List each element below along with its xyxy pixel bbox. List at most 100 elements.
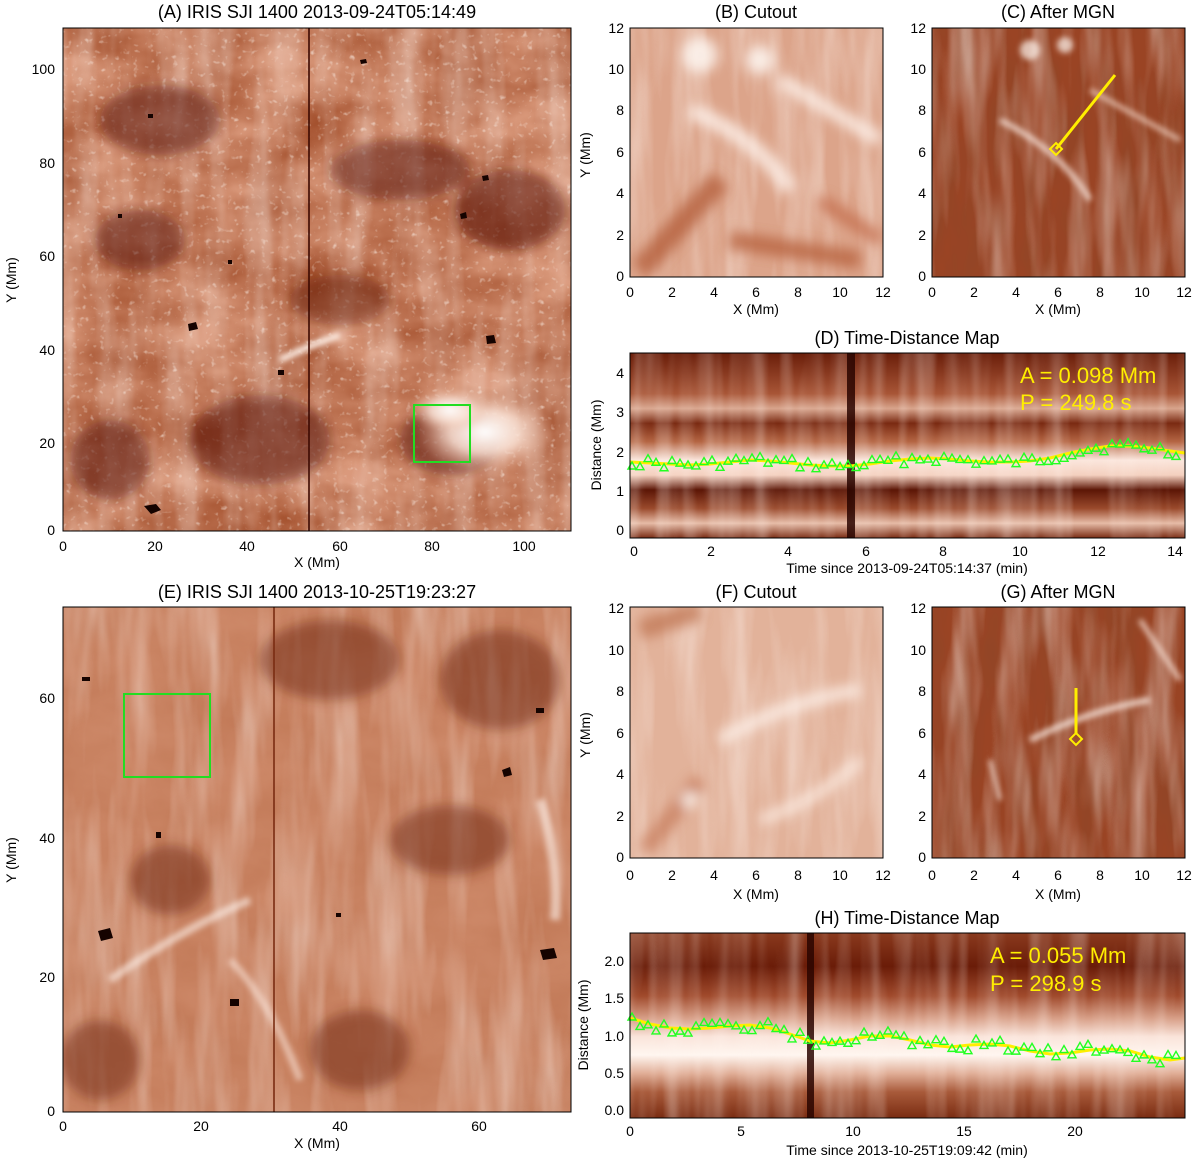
panel-g-xtick: 10 (1134, 867, 1150, 883)
data-marker (770, 454, 782, 464)
panel-b-ytick: 6 (616, 144, 624, 160)
data-marker (986, 455, 998, 465)
data-marker (970, 1033, 982, 1043)
panel-e-ytick: 60 (39, 690, 55, 706)
panel-h-ytick: 0.0 (605, 1102, 625, 1118)
panel-g-image (932, 607, 1185, 858)
data-marker (658, 1018, 670, 1028)
data-marker (1018, 1041, 1030, 1051)
panel-a-ytick: 60 (39, 248, 55, 264)
panel-c-ytick: 8 (918, 102, 926, 118)
panel-c-xtick: 6 (1054, 284, 1062, 300)
data-marker (690, 460, 702, 470)
panel-e-yticks: 0 20 40 60 (39, 690, 55, 1119)
panel-d: (D) Time-Distance Map A = 0.098 Mm P = 2… (588, 328, 1186, 576)
panel-b-ytick: 4 (616, 185, 624, 201)
data-marker (946, 1042, 958, 1053)
panel-f-ytick: 12 (608, 600, 624, 616)
data-marker (1042, 1042, 1054, 1052)
data-marker (1130, 439, 1142, 449)
data-marker (1082, 444, 1094, 455)
panel-d-period: P = 249.8 s (1020, 390, 1132, 415)
data-marker (842, 1037, 854, 1047)
data-marker (1058, 452, 1070, 462)
data-marker (1082, 1038, 1094, 1049)
data-marker (850, 1035, 862, 1045)
panel-c-xtick: 12 (1176, 284, 1192, 300)
data-marker (994, 453, 1006, 463)
data-marker (1090, 1046, 1102, 1056)
panel-b-xtick: 10 (832, 284, 848, 300)
data-marker (1098, 446, 1110, 456)
panel-h-yticks: 0.0 0.5 1.0 1.5 2.0 (605, 953, 625, 1118)
data-marker (1010, 1045, 1022, 1055)
data-marker (674, 457, 686, 467)
data-marker (1002, 1045, 1014, 1055)
data-marker (826, 1036, 838, 1047)
data-marker (666, 455, 678, 465)
data-marker (978, 1040, 990, 1050)
data-marker (786, 453, 798, 463)
data-marker (778, 454, 790, 465)
data-marker (1010, 458, 1022, 468)
panel-g-frame (931, 606, 1186, 859)
data-marker (642, 453, 654, 463)
panel-e-ylabel: Y (Mm) (3, 837, 19, 883)
panel-h-ylabel: Distance (Mm) (575, 979, 591, 1070)
data-marker (1050, 455, 1062, 465)
panel-e-xticks: 0 20 40 60 (59, 1118, 487, 1134)
panel-d-ylabel: Distance (Mm) (588, 399, 604, 490)
panel-d-xtick: 10 (1012, 543, 1028, 559)
panel-f-xticks: 0 2 4 6 8 10 12 (626, 867, 891, 883)
panel-h-xtick: 20 (1067, 1123, 1083, 1139)
data-marker (1066, 450, 1078, 460)
panel-g-xlabel: X (Mm) (1035, 886, 1081, 902)
data-marker (1154, 441, 1166, 451)
panel-g: (G) After MGN 0 2 4 6 8 10 12 0 2 4 (910, 582, 1192, 902)
panel-c-ytick: 2 (918, 227, 926, 243)
data-marker (802, 1034, 814, 1044)
panel-c-ytick: 12 (910, 20, 926, 36)
panel-g-ytick: 4 (918, 766, 926, 782)
data-marker (914, 1035, 926, 1045)
panel-c-xlabel: X (Mm) (1035, 301, 1081, 317)
panel-g-ytick: 8 (918, 683, 926, 699)
data-marker (786, 1033, 798, 1043)
panel-a-xlabel: X (Mm) (294, 554, 340, 570)
panel-c-ytick: 4 (918, 185, 926, 201)
panel-d-frame (629, 352, 1186, 539)
panel-h-ytick: 2.0 (605, 953, 625, 969)
panel-e-xlabel: X (Mm) (294, 1135, 340, 1151)
data-marker (1106, 1043, 1118, 1053)
data-marker (706, 454, 718, 464)
data-marker (714, 461, 726, 472)
panel-f-xtick: 6 (752, 867, 760, 883)
data-marker (834, 1035, 846, 1045)
data-marker (650, 456, 662, 466)
panel-d-xtick: 14 (1167, 543, 1183, 559)
panel-g-xticks: 0 2 4 6 8 10 12 (928, 867, 1192, 883)
data-marker (890, 1029, 902, 1039)
data-marker (810, 1040, 822, 1050)
panel-d-data-markers (626, 437, 1182, 473)
panel-b-ytick: 2 (616, 227, 624, 243)
panel-e-ytick: 20 (39, 969, 55, 985)
panel-f-ytick: 0 (616, 849, 624, 865)
data-marker (954, 454, 966, 464)
panel-c-xticks: 0 2 4 6 8 10 12 (928, 284, 1192, 300)
panel-g-xtick: 4 (1012, 867, 1020, 883)
panel-d-title: (D) Time-Distance Map (814, 328, 999, 348)
panel-a-xtick: 100 (512, 538, 536, 554)
data-marker (866, 1031, 878, 1041)
panel-d-annotation: A = 0.098 Mm P = 249.8 s (1020, 363, 1156, 415)
data-marker (642, 1019, 654, 1029)
panel-b-title: (B) Cutout (715, 2, 797, 22)
data-marker (634, 461, 646, 471)
panel-c-frame (931, 27, 1186, 278)
panel-e-title: (E) IRIS SJI 1400 2013-10-25T19:23:27 (158, 582, 476, 602)
panel-h-ytick: 1.5 (605, 990, 625, 1006)
panel-d-xtick: 4 (784, 543, 792, 559)
panel-h-data-markers (626, 1011, 1182, 1068)
data-marker (1138, 443, 1150, 453)
data-marker (994, 1034, 1006, 1044)
